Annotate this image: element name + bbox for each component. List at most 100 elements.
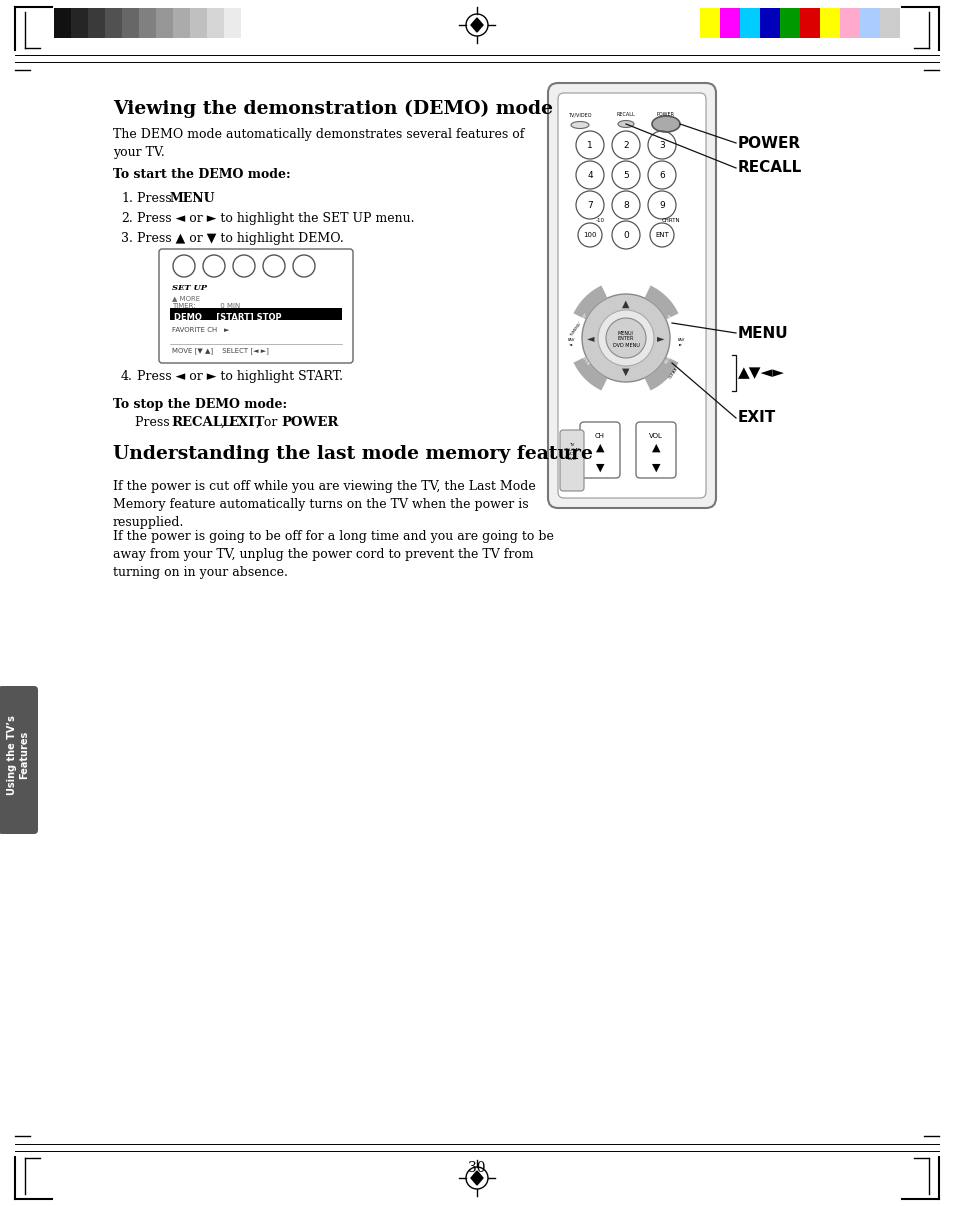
Text: MENU: MENU <box>170 192 215 205</box>
Text: MOVE [▼ ▲]    SELECT [◄ ►]: MOVE [▼ ▲] SELECT [◄ ►] <box>172 347 269 353</box>
Text: ENT: ENT <box>655 232 668 238</box>
Bar <box>54 8 71 39</box>
Text: 2: 2 <box>622 141 628 150</box>
Text: ,: , <box>221 416 225 429</box>
Text: -10: -10 <box>595 218 604 223</box>
Bar <box>760 8 780 39</box>
Text: FAV
◄: FAV ◄ <box>567 338 574 346</box>
Ellipse shape <box>651 116 679 131</box>
Polygon shape <box>471 1171 482 1185</box>
Bar <box>241 8 257 39</box>
Text: ▲ MORE: ▲ MORE <box>172 295 200 302</box>
Text: To start the DEMO mode:: To start the DEMO mode: <box>112 168 291 181</box>
Text: PIC: PIC <box>664 315 671 322</box>
Text: 2.: 2. <box>121 212 132 226</box>
Text: CLEAR: CLEAR <box>668 367 679 380</box>
Text: 3.: 3. <box>121 232 132 245</box>
Text: EXIT: EXIT <box>663 355 672 365</box>
Text: ▼: ▼ <box>595 463 603 473</box>
Text: EXIT: EXIT <box>738 410 776 426</box>
Text: ◄: ◄ <box>587 333 594 343</box>
Text: TV/VIDEO: TV/VIDEO <box>568 112 591 117</box>
Text: Understanding the last mode memory feature: Understanding the last mode memory featu… <box>112 445 592 463</box>
Text: MENU/
ENTER
DVD MENU: MENU/ ENTER DVD MENU <box>612 330 639 347</box>
Text: TGMENU/: TGMENU/ <box>569 322 581 338</box>
Text: CH: CH <box>595 433 604 439</box>
FancyBboxPatch shape <box>159 248 353 363</box>
Text: VOL: VOL <box>648 433 662 439</box>
FancyBboxPatch shape <box>579 422 619 478</box>
Text: Viewing the demonstration (DEMO) mode: Viewing the demonstration (DEMO) mode <box>112 100 553 118</box>
Text: RECALL: RECALL <box>171 416 231 429</box>
Text: CHRTN: CHRTN <box>661 218 679 223</box>
Bar <box>840 8 859 39</box>
Text: RECALL: RECALL <box>738 160 801 176</box>
Circle shape <box>605 318 645 358</box>
Text: 9: 9 <box>659 200 664 210</box>
FancyBboxPatch shape <box>559 431 583 491</box>
Text: Press: Press <box>135 416 177 429</box>
Bar <box>820 8 840 39</box>
FancyBboxPatch shape <box>558 93 705 498</box>
Bar <box>190 8 207 39</box>
Text: To stop the DEMO mode:: To stop the DEMO mode: <box>112 398 287 411</box>
Text: SLEEP: SLEEP <box>578 311 589 324</box>
Text: .: . <box>323 416 327 429</box>
Bar <box>800 8 820 39</box>
Text: 100: 100 <box>582 232 597 238</box>
Bar <box>879 8 899 39</box>
Text: TV
CBL/SAT
VCR
DVD: TV CBL/SAT VCR DVD <box>563 443 580 461</box>
Text: ▼: ▼ <box>651 463 659 473</box>
Bar <box>700 8 720 39</box>
Text: POWER: POWER <box>281 416 338 429</box>
Text: MENU: MENU <box>738 326 788 340</box>
Text: Press: Press <box>137 192 175 205</box>
Bar <box>105 8 122 39</box>
Text: Press ◄ or ► to highlight the SET UP menu.: Press ◄ or ► to highlight the SET UP men… <box>137 212 414 226</box>
Text: 1.: 1. <box>121 192 132 205</box>
Text: ENTER: ENTER <box>578 353 589 367</box>
Text: ▲▼◄►: ▲▼◄► <box>738 365 784 381</box>
Text: POWER: POWER <box>657 112 675 117</box>
Bar <box>170 308 341 320</box>
Bar <box>172 8 190 39</box>
Bar <box>859 8 879 39</box>
Text: RECALL: RECALL <box>616 112 635 117</box>
Text: 3: 3 <box>659 141 664 150</box>
Text: Press ◄ or ► to highlight START.: Press ◄ or ► to highlight START. <box>137 370 343 384</box>
Text: , or: , or <box>255 416 277 429</box>
Text: If the power is cut off while you are viewing the TV, the Last Mode
Memory featu: If the power is cut off while you are vi… <box>112 480 536 529</box>
Text: EXIT: EXIT <box>228 416 264 429</box>
Bar <box>139 8 156 39</box>
Text: FAVORITE CH   ►: FAVORITE CH ► <box>172 327 229 333</box>
Bar <box>780 8 800 39</box>
Text: FAV
►: FAV ► <box>677 338 684 346</box>
Text: ▲: ▲ <box>595 443 603 453</box>
Text: ▼: ▼ <box>621 367 629 377</box>
Bar <box>88 8 105 39</box>
Text: 8: 8 <box>622 200 628 210</box>
Bar <box>740 8 760 39</box>
Bar <box>71 8 88 39</box>
Polygon shape <box>471 18 482 33</box>
Text: 1: 1 <box>586 141 592 150</box>
Bar <box>224 8 241 39</box>
Text: ▲: ▲ <box>621 299 629 309</box>
Text: Press ▲ or ▼ to highlight DEMO.: Press ▲ or ▼ to highlight DEMO. <box>137 232 343 245</box>
Text: TIMER:           0 MIN: TIMER: 0 MIN <box>172 303 240 309</box>
Text: DEMO     [START] STOP: DEMO [START] STOP <box>173 314 281 322</box>
Text: POWER: POWER <box>738 135 801 151</box>
FancyBboxPatch shape <box>636 422 676 478</box>
Text: 4.: 4. <box>121 370 132 384</box>
Text: 4: 4 <box>587 170 592 180</box>
Bar <box>207 8 224 39</box>
Text: 0: 0 <box>622 230 628 240</box>
FancyBboxPatch shape <box>0 686 38 835</box>
Text: .: . <box>196 192 201 205</box>
Ellipse shape <box>571 122 588 129</box>
Text: ►: ► <box>657 333 664 343</box>
Ellipse shape <box>618 121 634 128</box>
Text: ▲: ▲ <box>651 443 659 453</box>
Circle shape <box>598 310 654 365</box>
Text: SET UP: SET UP <box>172 283 207 292</box>
